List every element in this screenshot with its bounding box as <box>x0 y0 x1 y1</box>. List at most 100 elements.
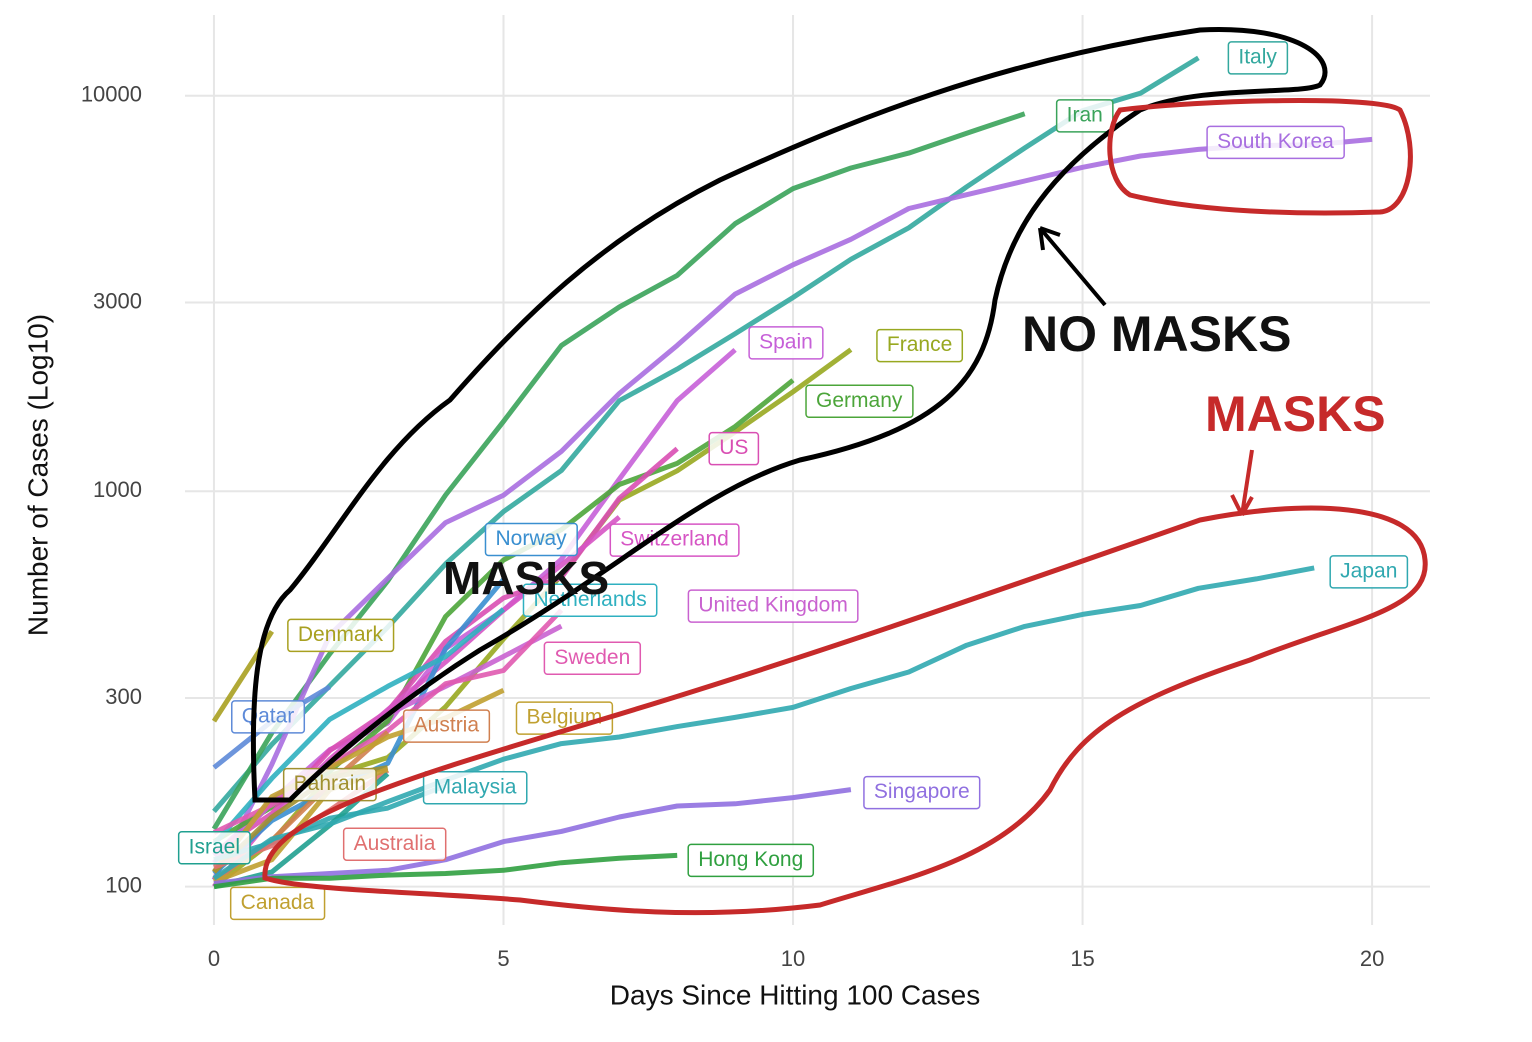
series-label: Switzerland <box>609 523 740 557</box>
label-box <box>522 583 658 617</box>
series-label: Qatar <box>231 700 306 734</box>
series-line <box>212 607 506 846</box>
series-label-text: Spain <box>759 330 813 353</box>
series-line <box>213 852 678 890</box>
series-label-text: Iran <box>1067 103 1103 126</box>
series-label: US <box>708 431 760 466</box>
label-box <box>748 326 824 360</box>
series-line <box>211 136 1373 882</box>
series-label: United Kingdom <box>687 589 859 623</box>
series-label: Malaysia <box>422 770 528 805</box>
label-box <box>1206 125 1345 160</box>
label-box <box>687 589 859 623</box>
series-label: Sweden <box>543 641 642 675</box>
series-label-text: Denmark <box>298 623 384 646</box>
series-line <box>213 787 852 886</box>
series-label-text: Israel <box>189 835 240 858</box>
south-korea-outline <box>1107 98 1413 216</box>
annotation: NO MASKS <box>1022 306 1291 362</box>
label-box <box>543 641 642 675</box>
x-tick-label: 0 <box>208 946 220 971</box>
y-axis-label: Number of Cases (Log10) <box>22 314 53 636</box>
lines <box>211 55 1373 890</box>
series-line <box>213 783 447 863</box>
label-box <box>229 886 326 921</box>
y-tick-label: 300 <box>105 684 142 709</box>
series-label-text: Malaysia <box>434 775 517 798</box>
x-axis-label: Days Since Hitting 100 Cases <box>610 979 980 1010</box>
series-label-text: United Kingdom <box>698 594 847 617</box>
label-box <box>342 827 447 861</box>
series-label: Norway <box>484 522 578 557</box>
series-label-text: Qatar <box>242 704 295 727</box>
y-tick-label: 100 <box>105 872 142 897</box>
label-box <box>1329 555 1409 589</box>
label-box <box>402 709 491 743</box>
label-box <box>282 767 377 802</box>
annotation: MASKS <box>443 552 609 604</box>
label-box <box>484 522 578 557</box>
series-label-text: Italy <box>1238 45 1277 68</box>
series-label-text: Australia <box>354 832 436 855</box>
label-box <box>876 328 964 363</box>
series-line <box>212 565 1315 881</box>
series-line <box>212 608 564 835</box>
masks-outline <box>262 505 1428 916</box>
label-box <box>422 770 528 805</box>
series-label: Iran <box>1055 99 1114 133</box>
series-label: Austria <box>402 709 491 743</box>
y-tick-label: 3000 <box>93 288 142 313</box>
series-label: Australia <box>342 827 447 861</box>
label-box <box>287 618 395 653</box>
series-label: Denmark <box>287 618 395 653</box>
series-label-text: South Korea <box>1217 130 1334 153</box>
series-label: Japan <box>1329 555 1409 589</box>
label-box <box>805 384 914 418</box>
masks-arrow <box>1230 449 1254 516</box>
series-label: Italy <box>1227 41 1289 75</box>
series-label-text: US <box>719 436 748 459</box>
series-label-text: Japan <box>1340 559 1397 582</box>
series-label: Germany <box>805 384 914 418</box>
x-tick-label: 5 <box>497 946 509 971</box>
series-label-text: Austria <box>414 714 480 737</box>
no-masks-arrow <box>1038 226 1107 307</box>
label-box <box>1227 41 1289 75</box>
series-label-text: Norway <box>495 527 567 550</box>
series-label: Bahrain <box>282 767 377 802</box>
label-box <box>1055 99 1114 133</box>
series-label: Israel <box>177 830 251 865</box>
label-box <box>177 830 251 865</box>
series-label: Netherlands <box>522 583 658 617</box>
y-tick-label: 1000 <box>93 477 142 502</box>
x-tick-label: 20 <box>1360 946 1384 971</box>
y-tick-label: 10000 <box>81 82 142 107</box>
series-label-text: Germany <box>816 389 903 412</box>
series-label-text: Sweden <box>554 646 630 669</box>
x-tick-label: 15 <box>1070 946 1094 971</box>
no-masks-outline <box>250 27 1328 803</box>
series-label: Singapore <box>863 775 981 810</box>
label-box <box>687 843 815 878</box>
series-label: Belgium <box>515 701 614 735</box>
series-label-text: Switzerland <box>620 528 729 551</box>
series-label: Hong Kong <box>687 843 815 878</box>
x-tick-label: 10 <box>781 946 805 971</box>
series-label: Canada <box>229 886 326 921</box>
series-label: France <box>876 328 964 363</box>
series-label-text: Singapore <box>874 780 970 803</box>
series-label-text: Canada <box>241 891 315 914</box>
label-box <box>708 431 760 466</box>
annotation: MASKS <box>1205 386 1386 442</box>
grid: 100 300 1000 3000 10000 0 5 10 15 20 <box>81 15 1430 971</box>
series-label: Spain <box>748 326 824 360</box>
series-label: South Korea <box>1206 125 1345 160</box>
label-box <box>863 775 981 810</box>
labels: Italy Iran South Korea Spain France Germany US… <box>177 41 1409 921</box>
series-label-text: France <box>887 333 952 356</box>
series-line <box>211 111 1026 831</box>
series-label-text: Netherlands <box>533 588 646 611</box>
series-label-text: Hong Kong <box>698 848 803 871</box>
label-box <box>231 700 306 734</box>
